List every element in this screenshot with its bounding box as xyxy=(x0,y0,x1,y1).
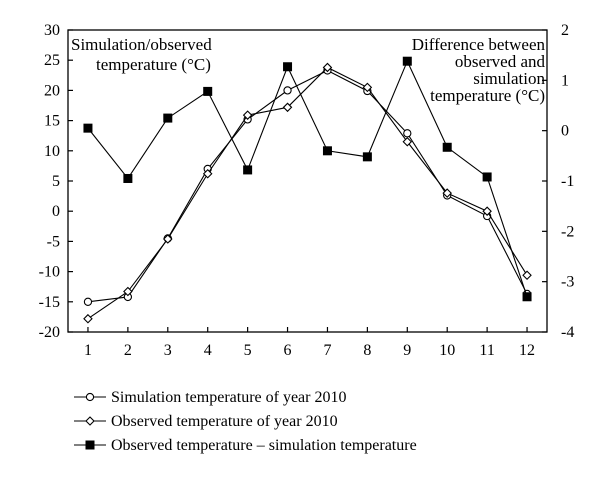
right-axis-title-line: temperature (°C) xyxy=(430,86,545,105)
data-point-square xyxy=(442,142,452,152)
data-point-diamond xyxy=(202,168,213,179)
data-point-square xyxy=(123,173,133,183)
right-y-tick-label: 0 xyxy=(561,123,569,140)
right-axis-title-line: simulation xyxy=(473,69,545,88)
x-tick-label: 5 xyxy=(244,342,252,359)
data-point-circle xyxy=(83,297,93,306)
data-point-circle xyxy=(403,129,412,138)
legend-label: Observed temperature of year 2010 xyxy=(111,413,338,430)
x-axis-ticks: 1 2 3 4 5 6 7 8 9 10 11 12 xyxy=(84,327,535,359)
data-point-square xyxy=(243,165,253,175)
x-tick-label: 3 xyxy=(164,342,172,359)
left-y-tick-label: 0 xyxy=(52,203,60,220)
left-y-tick-label: -20 xyxy=(39,324,60,341)
data-point-diamond xyxy=(123,286,133,297)
right-y-tick-label: -1 xyxy=(561,173,574,190)
data-point-square xyxy=(322,146,332,156)
data-point-square xyxy=(362,152,372,162)
right-y-tick-label: 1 xyxy=(561,72,569,89)
series-line-square xyxy=(87,59,528,297)
data-point-diamond xyxy=(442,188,452,198)
left-axis-title: Simulation/observed temperature (°C) xyxy=(71,35,212,74)
legend-label: Simulation temperature of year 2010 xyxy=(111,389,346,406)
legend-label: Observed temperature – simulation temper… xyxy=(111,437,417,454)
right-y-tick-label: 2 xyxy=(561,22,569,39)
data-point-square xyxy=(283,62,293,72)
data-point-circle xyxy=(283,86,292,95)
data-point-diamond xyxy=(242,110,253,120)
legend-item-circle: Simulation temperature of year 2010 xyxy=(74,389,346,406)
left-axis-title-line: temperature (°C) xyxy=(96,55,211,74)
left-y-tick-label: 5 xyxy=(52,173,60,190)
left-y-tick-label: 10 xyxy=(44,143,60,160)
left-y-axis-ticks: 30 25 20 15 10 5 0 -5 -10 -15 -20 xyxy=(39,22,73,341)
x-tick-label: 1 xyxy=(84,342,92,359)
legend-marker-diamond xyxy=(85,416,95,426)
right-y-tick-label: -4 xyxy=(561,324,574,341)
x-tick-label: 6 xyxy=(284,342,292,359)
series-layer xyxy=(83,56,532,324)
data-point-square xyxy=(522,292,532,302)
data-point-square xyxy=(163,113,173,123)
legend-marker-square xyxy=(85,440,95,450)
data-point-diamond xyxy=(402,136,413,147)
x-tick-label: 8 xyxy=(363,342,371,359)
data-point-diamond xyxy=(522,270,532,281)
left-y-tick-label: 20 xyxy=(44,82,60,99)
data-point-diamond xyxy=(282,102,293,113)
right-axis-title-line: observed and xyxy=(455,52,546,71)
data-point-square xyxy=(83,123,93,133)
left-y-tick-label: 15 xyxy=(44,113,60,130)
legend-marker-circle xyxy=(85,392,95,402)
data-point-square xyxy=(402,56,412,66)
x-tick-label: 2 xyxy=(124,342,132,359)
series-diamond xyxy=(83,62,532,324)
series-line-circle xyxy=(87,69,528,303)
x-tick-label: 4 xyxy=(204,342,212,359)
x-tick-label: 11 xyxy=(479,342,494,359)
x-tick-label: 9 xyxy=(403,342,411,359)
x-tick-label: 10 xyxy=(439,342,455,359)
legend: Simulation temperature of year 2010 Obser… xyxy=(74,389,417,454)
data-point-diamond xyxy=(362,82,373,93)
series-square xyxy=(83,56,532,302)
x-tick-label: 12 xyxy=(519,342,535,359)
series-line-diamond xyxy=(87,66,528,320)
left-y-tick-label: -15 xyxy=(39,294,60,311)
data-point-diamond xyxy=(163,234,173,244)
left-y-tick-label: 30 xyxy=(44,22,60,39)
data-point-diamond xyxy=(83,313,93,324)
x-tick-label: 7 xyxy=(323,342,331,359)
data-point-diamond xyxy=(482,206,492,216)
left-y-tick-label: -10 xyxy=(39,264,60,281)
data-point-square xyxy=(482,172,492,182)
left-y-tick-label: -5 xyxy=(47,233,60,250)
right-axis-title: Difference between observed and simulation… xyxy=(412,35,546,105)
right-y-tick-label: -3 xyxy=(561,274,574,291)
data-point-square xyxy=(203,86,213,96)
data-point-diamond xyxy=(322,62,333,73)
right-axis-title-line: Difference between xyxy=(412,35,546,54)
right-y-tick-label: -2 xyxy=(561,223,574,240)
left-axis-title-line: Simulation/observed xyxy=(71,35,212,54)
legend-item-diamond: Observed temperature of year 2010 xyxy=(74,413,338,430)
legend-item-square: Observed temperature – simulation temper… xyxy=(74,437,417,454)
left-y-tick-label: 25 xyxy=(44,52,60,69)
right-y-axis-ticks: 2 1 0 -1 -2 -3 -4 xyxy=(542,22,574,341)
